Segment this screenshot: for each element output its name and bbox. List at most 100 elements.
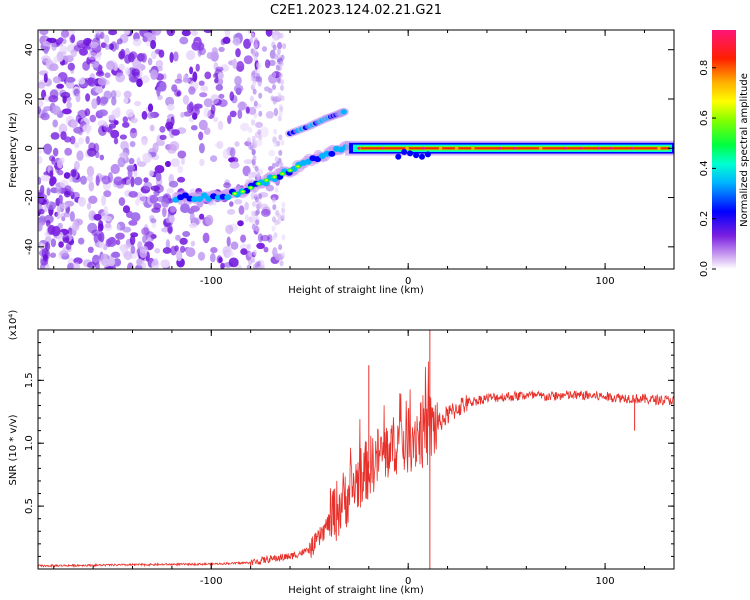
noise-blob	[155, 140, 165, 146]
noise-blob	[165, 160, 171, 168]
noise-blob	[271, 197, 276, 203]
noise-blob	[162, 207, 167, 218]
noise-blob	[110, 163, 120, 175]
noise-blob	[198, 47, 206, 56]
noise-blob	[46, 187, 51, 196]
noise-blob	[60, 203, 69, 209]
noise-blob	[238, 205, 245, 215]
noise-blob	[103, 206, 109, 215]
noise-blob	[45, 241, 51, 251]
noise-blob	[151, 30, 162, 36]
noise-blob	[95, 86, 104, 94]
y-tick-label: 1.0	[24, 435, 35, 451]
noise-blob	[205, 214, 214, 226]
noise-blob	[211, 47, 218, 56]
x-tick-label: 0	[405, 576, 411, 587]
noise-blob	[268, 166, 273, 171]
noise-blob	[73, 160, 80, 171]
noise-blob	[40, 174, 51, 182]
x-tick-label: -100	[200, 276, 223, 287]
noise-blob	[274, 186, 279, 193]
noise-blob	[265, 111, 274, 119]
noise-blob	[281, 201, 286, 208]
noise-blob	[91, 98, 98, 110]
noise-blob	[106, 237, 117, 247]
figure-title: C2E1.2023.124.02.21.G21	[270, 3, 442, 18]
noise-blob	[229, 110, 237, 118]
line-peak	[609, 146, 613, 150]
noise-blob	[147, 103, 154, 113]
noise-blob	[277, 41, 283, 50]
noise-blob	[198, 143, 205, 154]
noise-blob	[180, 245, 186, 253]
noise-blob	[260, 126, 269, 138]
noise-blob	[38, 195, 44, 203]
noise-blob	[73, 262, 80, 269]
noise-blob	[203, 98, 213, 108]
noise-blob	[123, 250, 133, 261]
noise-blob	[106, 60, 116, 71]
noise-blob	[200, 85, 209, 92]
noise-blob	[62, 108, 72, 115]
noise-blob	[182, 231, 191, 237]
noise-blob	[77, 109, 88, 119]
noise-blob	[62, 38, 67, 44]
noise-blob	[87, 261, 97, 269]
noise-blob	[150, 39, 157, 50]
line-wobble	[413, 152, 420, 159]
colorbar-tick-label: 0.0	[699, 261, 710, 277]
noise-blob	[113, 176, 123, 186]
noise-blob	[222, 36, 231, 45]
noise-blob	[277, 115, 282, 122]
noise-blob	[256, 242, 265, 250]
noise-blob	[38, 222, 43, 232]
line-wobble	[407, 150, 414, 157]
colorbar-gradient	[712, 30, 736, 269]
noise-blob	[53, 147, 59, 157]
noise-blob	[52, 105, 61, 116]
y-tick-label: -20	[24, 189, 35, 205]
noise-blob	[95, 54, 102, 61]
noise-blob	[65, 243, 72, 250]
noise-blob	[253, 55, 258, 62]
noise-blob	[147, 57, 153, 66]
line-peak	[438, 146, 443, 150]
noise-blob	[166, 187, 174, 194]
noise-blob	[166, 30, 176, 37]
line-peak	[538, 146, 543, 150]
noise-blob	[124, 30, 130, 33]
noise-blob	[70, 119, 78, 129]
noise-blob	[141, 75, 150, 84]
y-tick-label: 0	[24, 145, 35, 151]
noise-blob	[68, 176, 74, 183]
noise-blob	[124, 48, 130, 57]
noise-blob	[154, 165, 165, 174]
noise-blob	[87, 147, 97, 157]
noise-blob	[141, 53, 147, 63]
noise-blob	[218, 99, 228, 108]
noise-blob	[62, 234, 70, 242]
noise-blob	[49, 63, 59, 71]
noise-blob	[273, 34, 277, 41]
noise-blob	[132, 38, 142, 47]
noise-blob	[189, 212, 195, 223]
noise-blob	[229, 91, 235, 102]
noise-blob	[139, 245, 149, 254]
noise-blob	[101, 175, 111, 185]
spectrogram-panel: -100 0 100 -40 -20 0 20 40 Height of straight …	[8, 29, 675, 296]
noise-blob	[44, 236, 52, 243]
noise-blob	[174, 89, 182, 97]
noise-blob	[255, 219, 260, 226]
line-peak	[630, 146, 634, 150]
noise-blob	[276, 218, 281, 225]
spectrogram-x-ticks: -100 0 100	[53, 30, 645, 287]
noise-blob	[119, 152, 128, 159]
noise-blob	[246, 137, 251, 144]
noise-blob	[251, 108, 256, 114]
noise-blob	[198, 131, 204, 141]
noise-blob	[143, 177, 149, 183]
noise-blob	[105, 223, 112, 229]
noise-blob	[149, 124, 155, 132]
noise-blob	[237, 101, 247, 111]
track-peak	[288, 169, 292, 172]
